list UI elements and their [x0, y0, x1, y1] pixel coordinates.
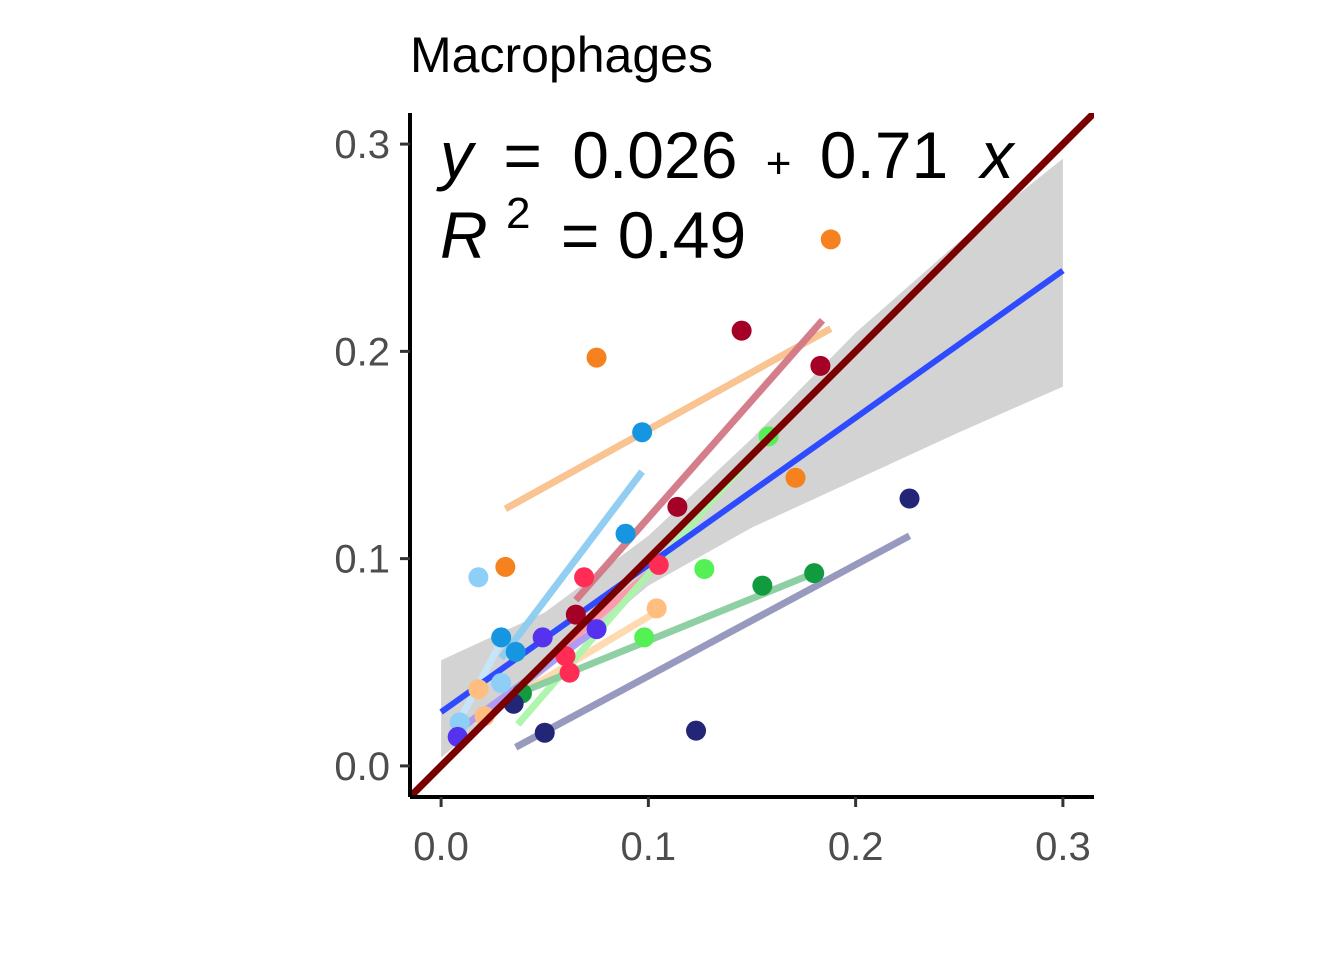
eq-x: x [978, 118, 1016, 192]
plot-area [410, 113, 1094, 797]
group-5-fit-line [498, 469, 645, 661]
x-tick-label-4: 0.3 [1035, 825, 1091, 869]
group-1-point-1 [495, 556, 516, 577]
x-tick-label-3: 0.2 [828, 825, 884, 869]
group-2-point-3 [646, 598, 667, 619]
y-tick-label-2: 0.1 [334, 538, 390, 582]
eq-y: y [436, 118, 477, 192]
group-3-point-3 [731, 320, 752, 341]
group-10-point-2 [534, 722, 555, 743]
group-1-point-4 [820, 229, 841, 250]
group-9-point-2 [532, 627, 553, 648]
group-5-point-2 [505, 641, 526, 662]
group-10-point-3 [686, 720, 707, 741]
group-4-point-3 [574, 567, 595, 588]
group-5-point-1 [491, 627, 512, 648]
group-6-point-2 [468, 567, 489, 588]
y-tick-label-1: 0.0 [334, 745, 390, 789]
x-tick-label-1: 0.0 [413, 825, 469, 869]
group-5-point-4 [632, 422, 653, 443]
group-1-point-3 [785, 467, 806, 488]
group-4-point-4 [648, 554, 669, 575]
group-3-point-4 [810, 355, 831, 376]
r2-superscript: 2 [506, 189, 530, 238]
group-7-point-2 [694, 559, 715, 579]
group-10-point-4 [899, 488, 920, 509]
group-3-fit-line [573, 317, 826, 603]
group-1-fit-line [503, 325, 833, 512]
regression-annotation: y = 0.026 + 0.71 x R 2 = 0.49 [436, 118, 1016, 272]
eq-plus: + [766, 139, 792, 188]
group-6-point-3 [491, 673, 512, 693]
group-8-point-2 [752, 575, 773, 596]
group-8-point-3 [804, 563, 825, 584]
group-2-point-1 [468, 679, 489, 700]
group-10-fit-line [514, 532, 912, 751]
group-3-point-1 [565, 604, 586, 625]
group-3-point-2 [667, 496, 688, 517]
r-squared-text: R 2 = 0.49 [440, 168, 746, 272]
eq-slope: 0.71 [820, 118, 948, 192]
r2-value: = 0.49 [561, 198, 746, 272]
identity-line [410, 113, 1094, 797]
chart-title: Macrophages [410, 27, 713, 83]
group-9-point-3 [586, 619, 607, 640]
eq-intercept: 0.026 [572, 118, 737, 192]
x-tick-label-2: 0.1 [621, 825, 677, 869]
group-6-fit-line [456, 635, 507, 722]
equation-text: y = 0.026 + 0.71 x [436, 118, 1016, 192]
group-4-point-2 [559, 662, 580, 683]
group-5-point-3 [615, 523, 636, 544]
eq-equals: = [503, 118, 542, 192]
axes: 0.0 0.1 0.2 0.3 0.0 0.1 0.2 0.3 [334, 113, 1094, 869]
group-7-point-1 [634, 627, 655, 648]
y-tick-label-4: 0.3 [334, 123, 390, 167]
y-tick-label-3: 0.2 [334, 330, 390, 374]
r2-r: R [440, 198, 488, 272]
group-1-point-2 [586, 347, 607, 368]
